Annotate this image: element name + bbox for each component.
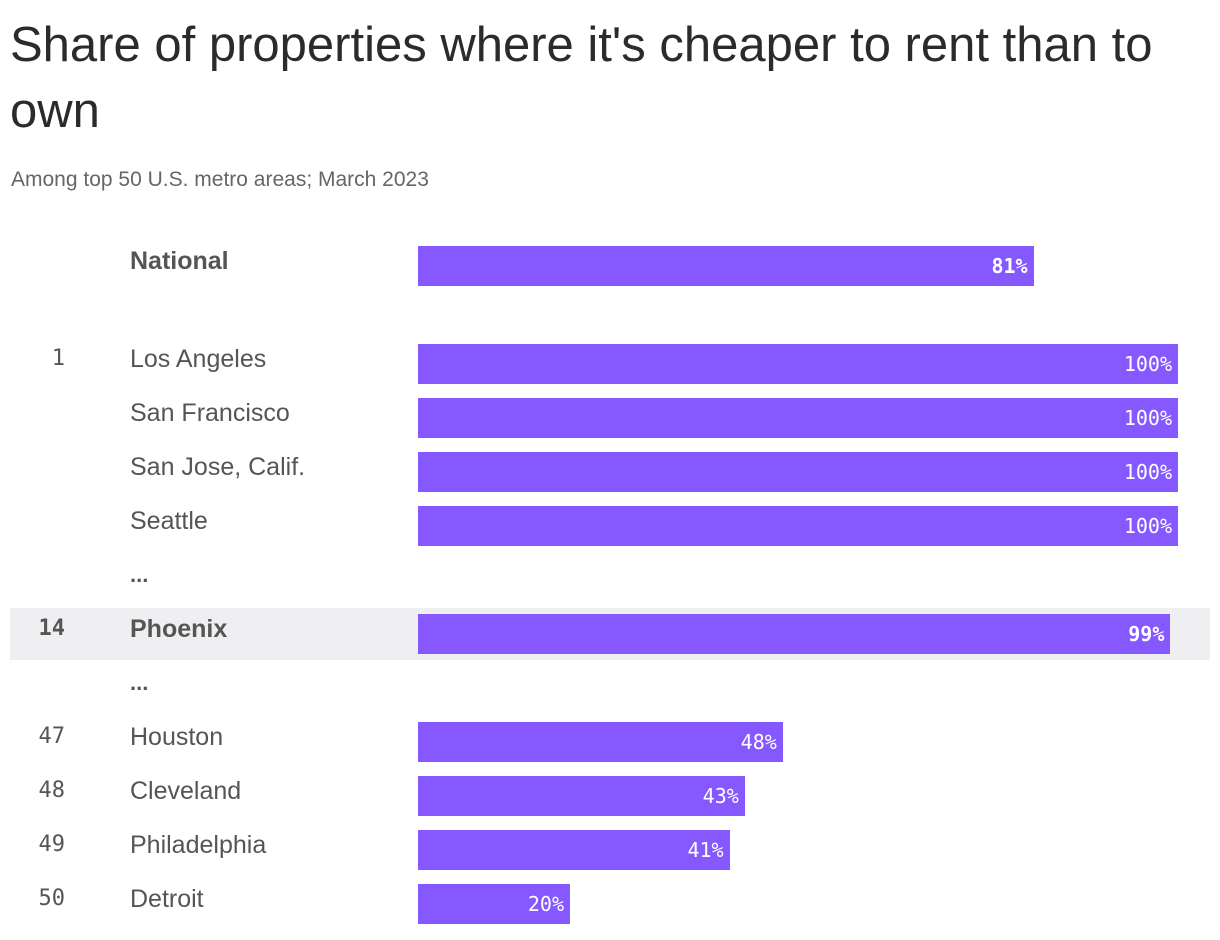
data-label: 48% [740,730,777,754]
rank-label: 49 [38,832,66,857]
bar: 100% [418,452,1178,492]
category-label: National [130,247,229,275]
rank-label: 47 [38,724,66,749]
category-label: Los Angeles [130,345,267,373]
category-label: Philadelphia [130,831,267,859]
category-label: Houston [130,723,224,751]
chart-subtitle: Among top 50 U.S. metro areas; March 202… [11,168,429,191]
category-label: Phoenix [130,615,228,643]
chart-title: Share of properties where it's cheaper t… [10,18,1153,138]
bar: 48% [418,722,783,762]
data-label: 100% [1123,352,1172,376]
bar: 41% [418,830,730,870]
bar: 20% [418,884,570,924]
bar: 99% [418,614,1171,654]
data-label: 100% [1123,460,1172,484]
bar: 43% [418,776,745,816]
data-label: 81% [991,254,1028,278]
category-label: Seattle [130,507,208,535]
rank-label: 50 [38,886,66,911]
data-label: 100% [1123,514,1172,538]
ellipsis-separator: ... [130,670,149,695]
data-label: 100% [1123,406,1172,430]
data-label: 41% [687,838,724,862]
bar: 100% [418,344,1178,384]
data-label: 99% [1128,622,1165,646]
bar: 100% [418,506,1178,546]
bar: 100% [418,398,1178,438]
category-label: Cleveland [130,777,242,805]
data-label: 43% [702,784,739,808]
category-label: Detroit [130,885,204,913]
rank-label: 1 [51,346,65,371]
rank-label: 48 [38,778,66,803]
ellipsis-separator: ... [130,562,149,587]
bar: 81% [418,246,1034,286]
data-label: 20% [527,892,564,916]
rank-label: 14 [38,616,66,641]
category-label: San Francisco [130,399,290,427]
category-label: San Jose, Calif. [130,453,306,481]
